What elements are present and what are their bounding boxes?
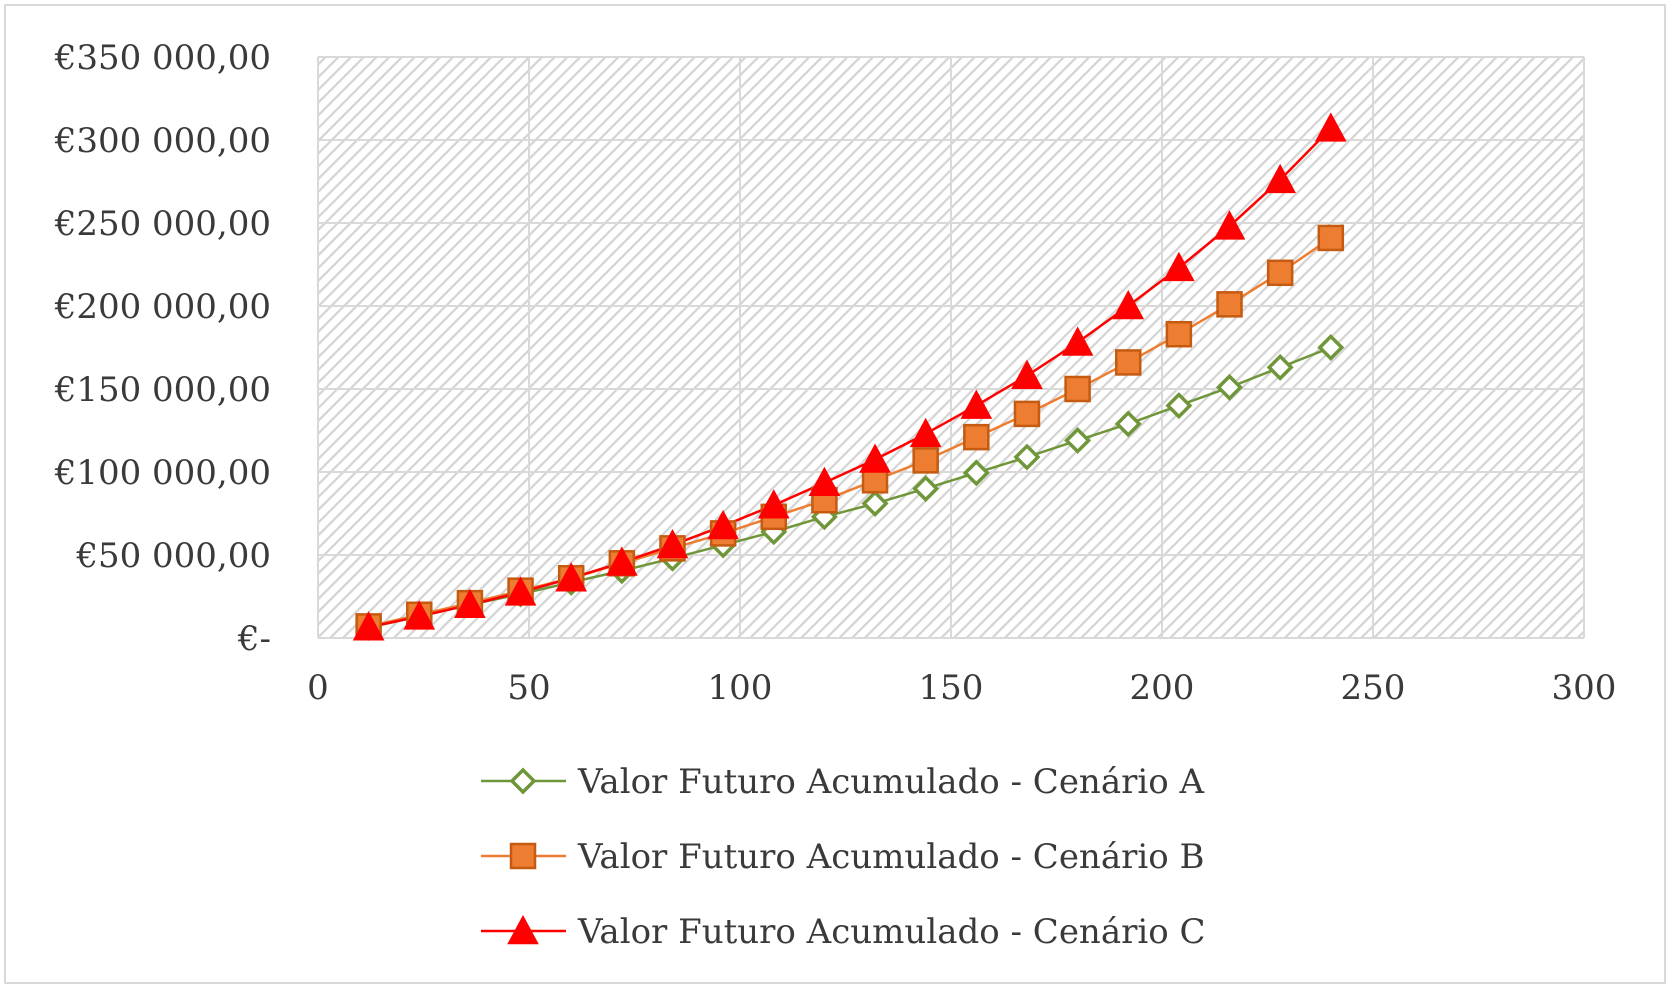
data-point-c — [352, 611, 385, 641]
data-point-a — [1266, 353, 1294, 381]
legend-marker-c — [507, 914, 539, 945]
line-chart: €- €50 000,00 €100 000,00 €150 000,00 €200 0… — [54, 38, 1617, 952]
data-point-c — [1264, 163, 1296, 194]
data-point-a — [912, 475, 940, 503]
data-point-b — [1317, 224, 1345, 252]
data-point-b — [1114, 349, 1142, 376]
data-point-b — [1064, 375, 1091, 403]
x-tick-label: 100 — [708, 668, 773, 708]
data-point-a — [1317, 334, 1345, 361]
data-point-b — [1013, 400, 1041, 428]
legend-marker-a — [509, 767, 537, 795]
data-point-b — [1165, 320, 1193, 348]
data-point-c — [707, 509, 739, 540]
data-point-c — [1314, 112, 1347, 142]
legend-marker-b — [509, 842, 537, 870]
x-tick-label: 0 — [307, 668, 329, 708]
x-tick-label: 50 — [507, 668, 550, 708]
data-point-a — [1114, 410, 1142, 438]
data-point-c — [1061, 326, 1094, 356]
data-point-a — [1064, 426, 1092, 454]
data-point-c — [808, 466, 841, 497]
y-tick-label: €200 000,00 — [54, 287, 271, 327]
y-axis-tick-labels: €- €50 000,00 €100 000,00 €150 000,00 €200 0… — [54, 38, 271, 659]
data-point-c — [1112, 289, 1145, 320]
legend-label-b: Valor Futuro Acumulado - Cenário B — [577, 837, 1205, 877]
data-point-c — [757, 489, 790, 519]
x-tick-label: 300 — [1552, 668, 1617, 708]
data-point-c — [403, 600, 436, 630]
data-point-c — [1163, 251, 1195, 282]
data-point-a — [1165, 392, 1193, 420]
data-point-b — [1216, 291, 1243, 318]
legend-label-a: Valor Futuro Acumulado - Cenário A — [577, 762, 1205, 802]
data-point-c — [606, 546, 638, 576]
data-point-a — [1216, 373, 1243, 401]
x-tick-label: 200 — [1130, 668, 1195, 708]
data-point-c — [859, 443, 891, 473]
y-tick-label: €100 000,00 — [54, 453, 271, 493]
data-point-c — [656, 528, 689, 559]
x-axis-tick-labels: 0 50 100 150 200 250 300 — [307, 668, 1616, 708]
data-point-b — [1266, 259, 1294, 287]
data-point-c — [1011, 359, 1043, 389]
data-point-c — [555, 562, 588, 592]
data-point-b — [963, 423, 990, 451]
data-point-b — [912, 447, 939, 474]
y-tick-label: €50 000,00 — [75, 536, 271, 576]
legend: Valor Futuro Acumulado - Cenário A Valor … — [481, 762, 1206, 952]
data-point-c — [504, 576, 537, 606]
data-point-c — [454, 588, 486, 619]
y-tick-label: €150 000,00 — [54, 370, 271, 410]
y-tick-label: €300 000,00 — [54, 121, 271, 161]
y-tick-label: €350 000,00 — [54, 38, 271, 78]
x-tick-label: 150 — [919, 668, 984, 708]
x-tick-label: 250 — [1341, 668, 1406, 708]
data-point-c — [1213, 210, 1246, 240]
series-markers — [352, 112, 1347, 642]
data-point-a — [861, 490, 889, 518]
data-point-a — [962, 459, 990, 487]
data-point-a — [1013, 443, 1041, 471]
legend-label-c: Valor Futuro Acumulado - Cenário C — [577, 912, 1206, 952]
chart-frame: €- €50 000,00 €100 000,00 €150 000,00 €200 0… — [4, 4, 1666, 984]
data-point-c — [960, 389, 993, 419]
data-point-c — [909, 417, 942, 448]
y-tick-label: €- — [237, 619, 271, 659]
y-tick-label: €250 000,00 — [54, 204, 271, 244]
